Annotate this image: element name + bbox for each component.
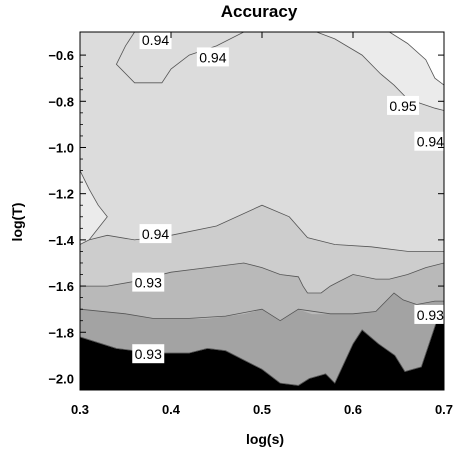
- contour-label-1: 0.94: [196, 47, 229, 67]
- y-axis-title: log(T): [9, 203, 25, 242]
- y-tick-label: −2.0: [48, 371, 74, 386]
- contour-label-7: 0.93: [132, 344, 165, 364]
- contour-label-text: 0.94: [142, 226, 169, 242]
- contour-label-text: 0.94: [417, 134, 444, 150]
- contour-label-text: 0.93: [135, 275, 162, 291]
- x-tick-label: 0.7: [435, 402, 453, 417]
- contour-label-4: 0.94: [139, 224, 172, 244]
- contour-bands: [80, 32, 444, 390]
- y-tick-label: −1.2: [48, 187, 74, 202]
- contour-label-6: 0.93: [414, 304, 447, 324]
- contour-label-2: 0.95: [387, 95, 420, 115]
- contour-label-text: 0.93: [417, 307, 444, 323]
- y-tick-label: −1.6: [48, 279, 74, 294]
- chart-title: Accuracy: [221, 2, 298, 21]
- x-tick-label: 0.4: [162, 402, 181, 417]
- contour-label-text: 0.94: [199, 49, 226, 65]
- contour-line-3: [80, 204, 444, 252]
- y-tick-label: −1.8: [48, 325, 74, 340]
- contour-line-1: [80, 292, 444, 322]
- contour-label-0: 0.94: [139, 30, 172, 50]
- y-tick-label: −1.4: [48, 233, 74, 248]
- contour-label-3: 0.94: [414, 131, 447, 151]
- y-axis-ticks: −0.6 −0.8 −1.0 −1.2 −1.4 −1.6 −1.8 −2.0: [48, 48, 444, 386]
- x-tick-label: 0.3: [71, 402, 89, 417]
- contour-line-7: [389, 32, 444, 86]
- contour-line-4: [80, 170, 108, 241]
- contour-line-0: [80, 317, 444, 386]
- contour-line-2: [80, 262, 444, 294]
- x-axis-ticks: 0.3 0.4 0.5 0.6 0.7: [71, 32, 453, 417]
- contour-label-5: 0.93: [132, 272, 165, 292]
- x-tick-label: 0.5: [253, 402, 271, 417]
- contour-label-text: 0.93: [135, 346, 162, 362]
- contour-labels: 0.94 0.94 0.95 0.94 0.94 0.93 0.93 0.93: [132, 30, 447, 364]
- y-tick-label: −0.6: [48, 48, 74, 63]
- y-tick-label: −1.0: [48, 140, 74, 155]
- x-tick-label: 0.6: [344, 402, 362, 417]
- contour-line-6: [316, 32, 444, 111]
- x-axis-title: log(s): [246, 431, 284, 447]
- contour-label-text: 0.94: [142, 32, 169, 48]
- y-tick-label: −0.8: [48, 94, 74, 109]
- contour-label-text: 0.95: [389, 98, 416, 114]
